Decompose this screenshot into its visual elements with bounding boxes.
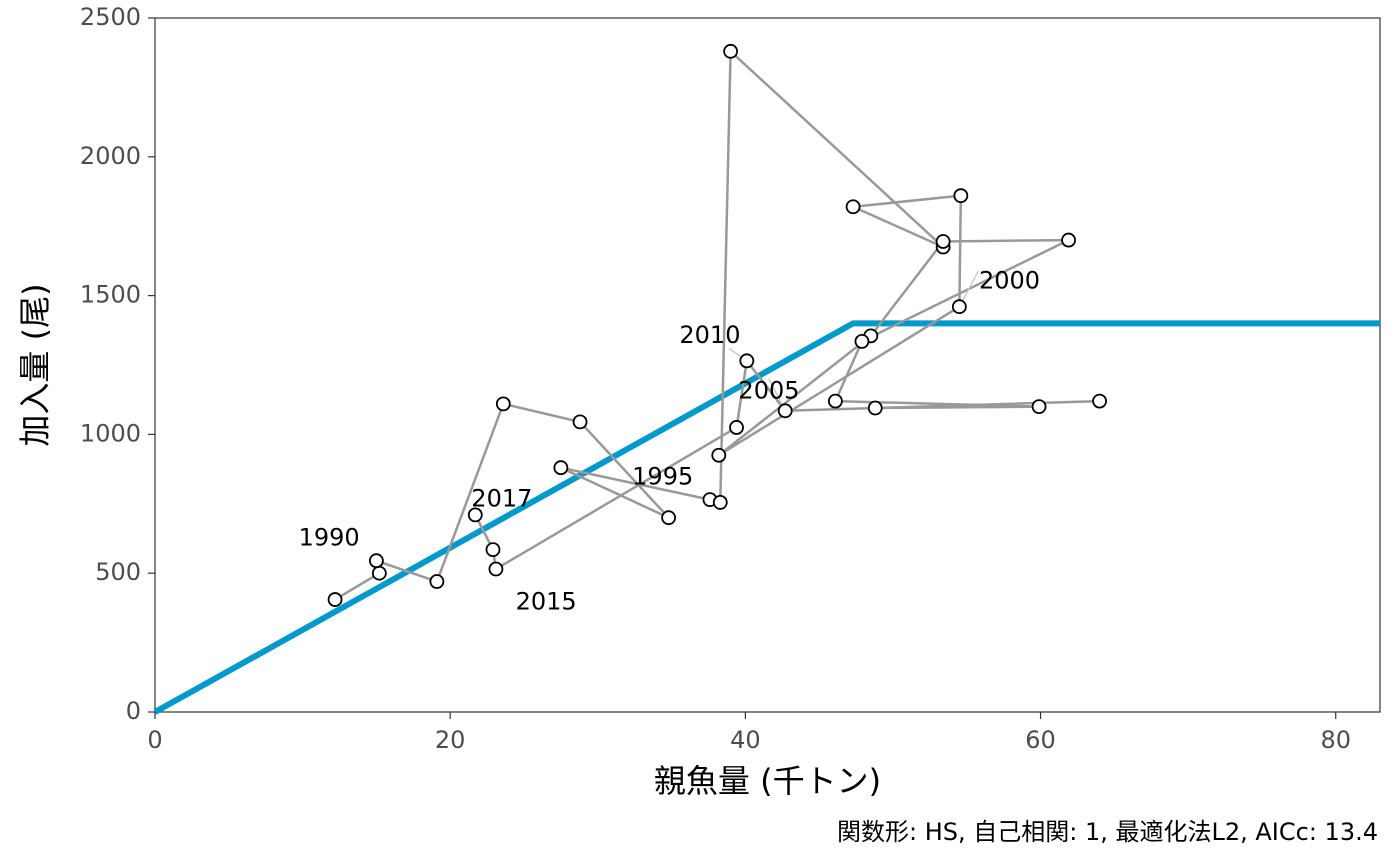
fit-line (153, 320, 1380, 715)
data-point (485, 542, 501, 558)
y-tick-label: 2000 (80, 142, 141, 170)
data-point (777, 403, 793, 419)
year-label: 2010 (679, 321, 740, 349)
x-axis: 0 20 40 60 80 (147, 712, 1351, 754)
data-point (1061, 232, 1076, 248)
observation-points (327, 43, 1107, 607)
data-point (723, 43, 739, 59)
data-point (429, 574, 445, 589)
data-point (827, 393, 843, 409)
model-caption: 関数形: HS, 自己相関: 1, 最適化法L2, AICc: 13.4 (837, 818, 1378, 846)
data-point (1031, 399, 1047, 415)
observation-path (334, 50, 1101, 601)
y-tick-label: 0 (126, 697, 141, 725)
data-point (553, 460, 569, 476)
year-label: 2000 (979, 267, 1040, 295)
year-label: 2005 (738, 376, 799, 404)
y-tick-label: 500 (95, 558, 141, 586)
data-point (935, 234, 951, 249)
data-point (867, 400, 883, 416)
data-point (661, 510, 677, 526)
year-label: 2015 (516, 587, 577, 615)
panel-border (154, 17, 1381, 713)
y-axis: 0 500 1000 1500 2000 2500 (80, 3, 155, 725)
data-point (327, 592, 343, 607)
data-point (729, 420, 744, 435)
x-tick-label: 20 (435, 726, 466, 754)
data-point (953, 188, 969, 204)
data-point (845, 199, 861, 215)
x-tick-label: 40 (730, 726, 761, 754)
data-point (572, 414, 588, 430)
data-point (854, 334, 870, 349)
data-point (1092, 393, 1107, 409)
y-tick-label: 1500 (80, 281, 141, 309)
x-tick-label: 60 (1025, 726, 1056, 754)
plot-panel (154, 17, 1381, 713)
x-axis-title: 親魚量 (千トン) (654, 762, 881, 800)
y-tick-label: 1000 (80, 419, 141, 447)
year-labels: 1990 1995 2000 2005 2010 2015 2017 (299, 267, 1040, 616)
x-tick-label: 80 (1320, 726, 1351, 754)
data-point (495, 396, 511, 412)
data-point (711, 447, 727, 463)
data-point (467, 507, 483, 523)
path-line (334, 50, 1101, 601)
data-point (739, 353, 755, 369)
data-point (368, 553, 384, 569)
y-axis-title: 加入量 (尾) (16, 283, 54, 446)
hockey-stick-fit (153, 320, 1380, 715)
data-point (371, 565, 387, 581)
year-label: 1990 (299, 524, 360, 552)
year-label: 2017 (471, 485, 532, 513)
data-point (488, 561, 504, 577)
data-point (712, 495, 728, 510)
data-point (951, 299, 967, 315)
y-tick-label: 2500 (80, 3, 141, 31)
year-label: 1995 (632, 462, 693, 490)
x-tick-label: 0 (147, 726, 162, 754)
